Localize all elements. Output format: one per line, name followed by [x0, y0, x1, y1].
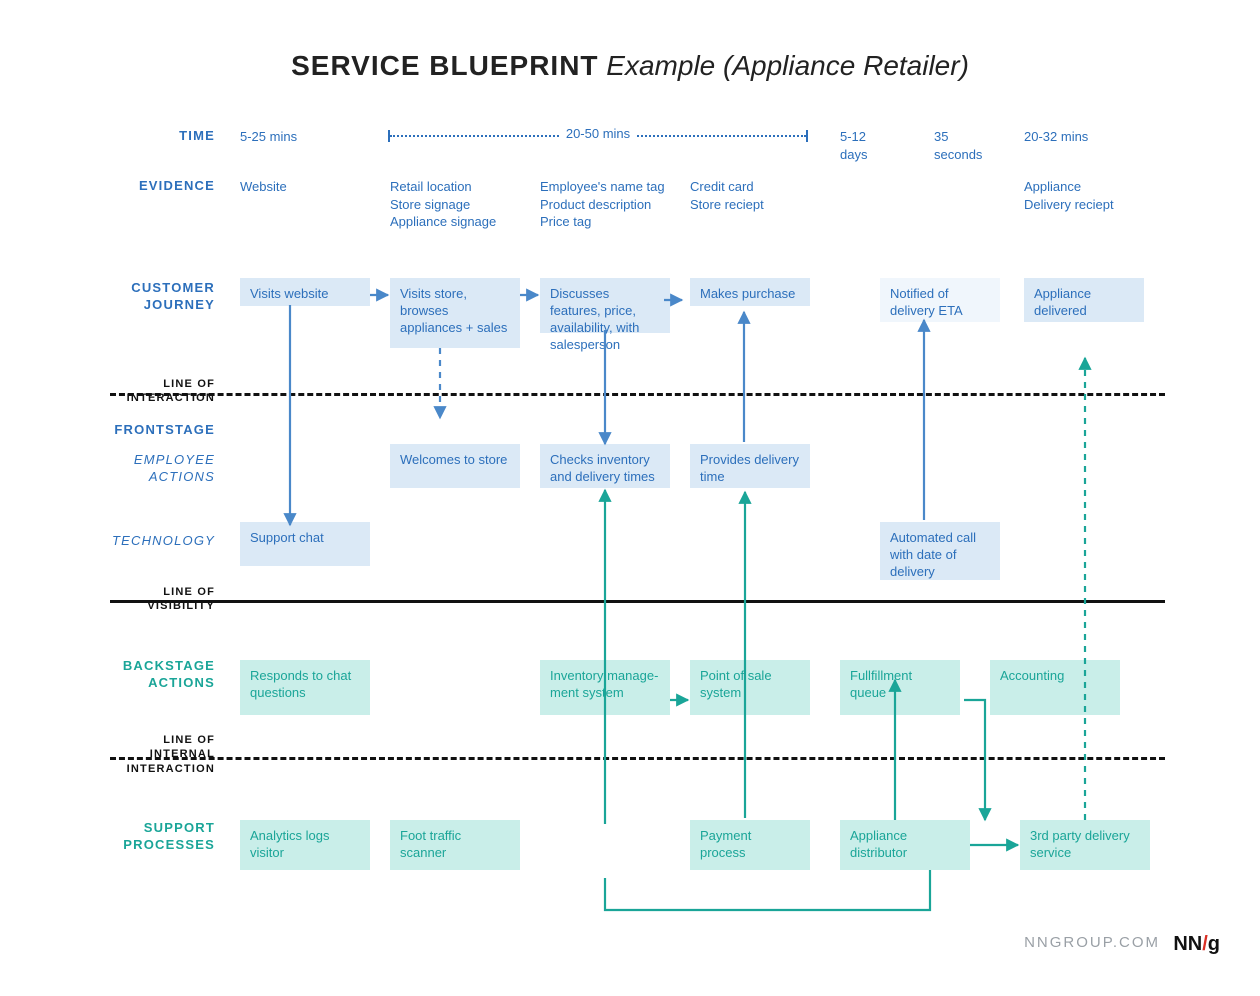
label-backstage: BACKSTAGE ACTIONS: [0, 658, 215, 692]
bs-2: Inventory manage- ment system: [540, 660, 670, 715]
cj-1: Visits store, browses appliances + sales: [390, 278, 520, 348]
bs-4: Fullfillment queue: [840, 660, 960, 715]
emp-2: Checks inventory and delivery times: [540, 444, 670, 488]
evidence-3: Credit card Store reciept: [690, 178, 764, 213]
evidence-2: Employee's name tag Product description …: [540, 178, 690, 231]
logo-nn: NN: [1173, 933, 1202, 955]
sp-4: Appliance distributor: [840, 820, 970, 870]
footer-url: NNGROUP.COM: [1024, 934, 1160, 951]
line-interaction: [110, 393, 1165, 396]
tech-0: Support chat: [240, 522, 370, 566]
time-6: 20-32 mins: [1024, 128, 1088, 146]
label-frontstage: FRONTSTAGE: [0, 422, 215, 439]
line-visibility: [110, 600, 1165, 603]
time-span: 20-50 mins: [388, 129, 808, 143]
label-interaction: LINE OF INTERACTION: [0, 377, 215, 406]
sp-5: 3rd party delivery service: [1020, 820, 1150, 870]
sp-0: Analytics logs visitor: [240, 820, 370, 870]
sp-3: Payment process: [690, 820, 810, 870]
time-span-label: 20-50 mins: [560, 126, 636, 141]
title-bold: SERVICE BLUEPRINT: [291, 50, 598, 81]
logo-g: g: [1208, 933, 1220, 955]
label-evidence: EVIDENCE: [0, 178, 215, 195]
label-technology: TECHNOLOGY: [0, 533, 215, 550]
page-title: SERVICE BLUEPRINT Example (Appliance Ret…: [0, 50, 1260, 82]
bs-3: Point of sale system: [690, 660, 810, 715]
tech-5: Automated call with date of delivery: [880, 522, 1000, 580]
cj-0: Visits website: [240, 278, 370, 306]
title-italic: Example (Appliance Retailer): [606, 50, 969, 81]
sp-1: Foot traffic scanner: [390, 820, 520, 870]
cj-3: Makes purchase: [690, 278, 810, 306]
time-5: 35 seconds: [934, 128, 982, 163]
label-internal: LINE OF INTERNAL INTERACTION: [0, 733, 215, 776]
evidence-1: Retail location Store signage Appliance …: [390, 178, 496, 231]
evidence-6: Appliance Delivery reciept: [1024, 178, 1114, 213]
time-4: 5-12 days: [840, 128, 867, 163]
footer-logo: NN/g: [1173, 933, 1220, 956]
time-0: 5-25 mins: [240, 128, 297, 146]
emp-1: Welcomes to store: [390, 444, 520, 488]
evidence-0: Website: [240, 178, 287, 196]
label-time: TIME: [0, 128, 215, 145]
cj-2: Discusses features, price, availability,…: [540, 278, 670, 333]
cj-5: Appliance delivered: [1024, 278, 1144, 322]
bs-5: Accounting: [990, 660, 1120, 715]
label-support: SUPPORT PROCESSES: [0, 820, 215, 854]
bs-0: Responds to chat questions: [240, 660, 370, 715]
line-internal: [110, 757, 1165, 760]
label-employee: EMPLOYEE ACTIONS: [0, 452, 215, 486]
label-customer: CUSTOMER JOURNEY: [0, 280, 215, 314]
cj-4: Notified of delivery ETA: [880, 278, 1000, 322]
emp-3: Provides delivery time: [690, 444, 810, 488]
